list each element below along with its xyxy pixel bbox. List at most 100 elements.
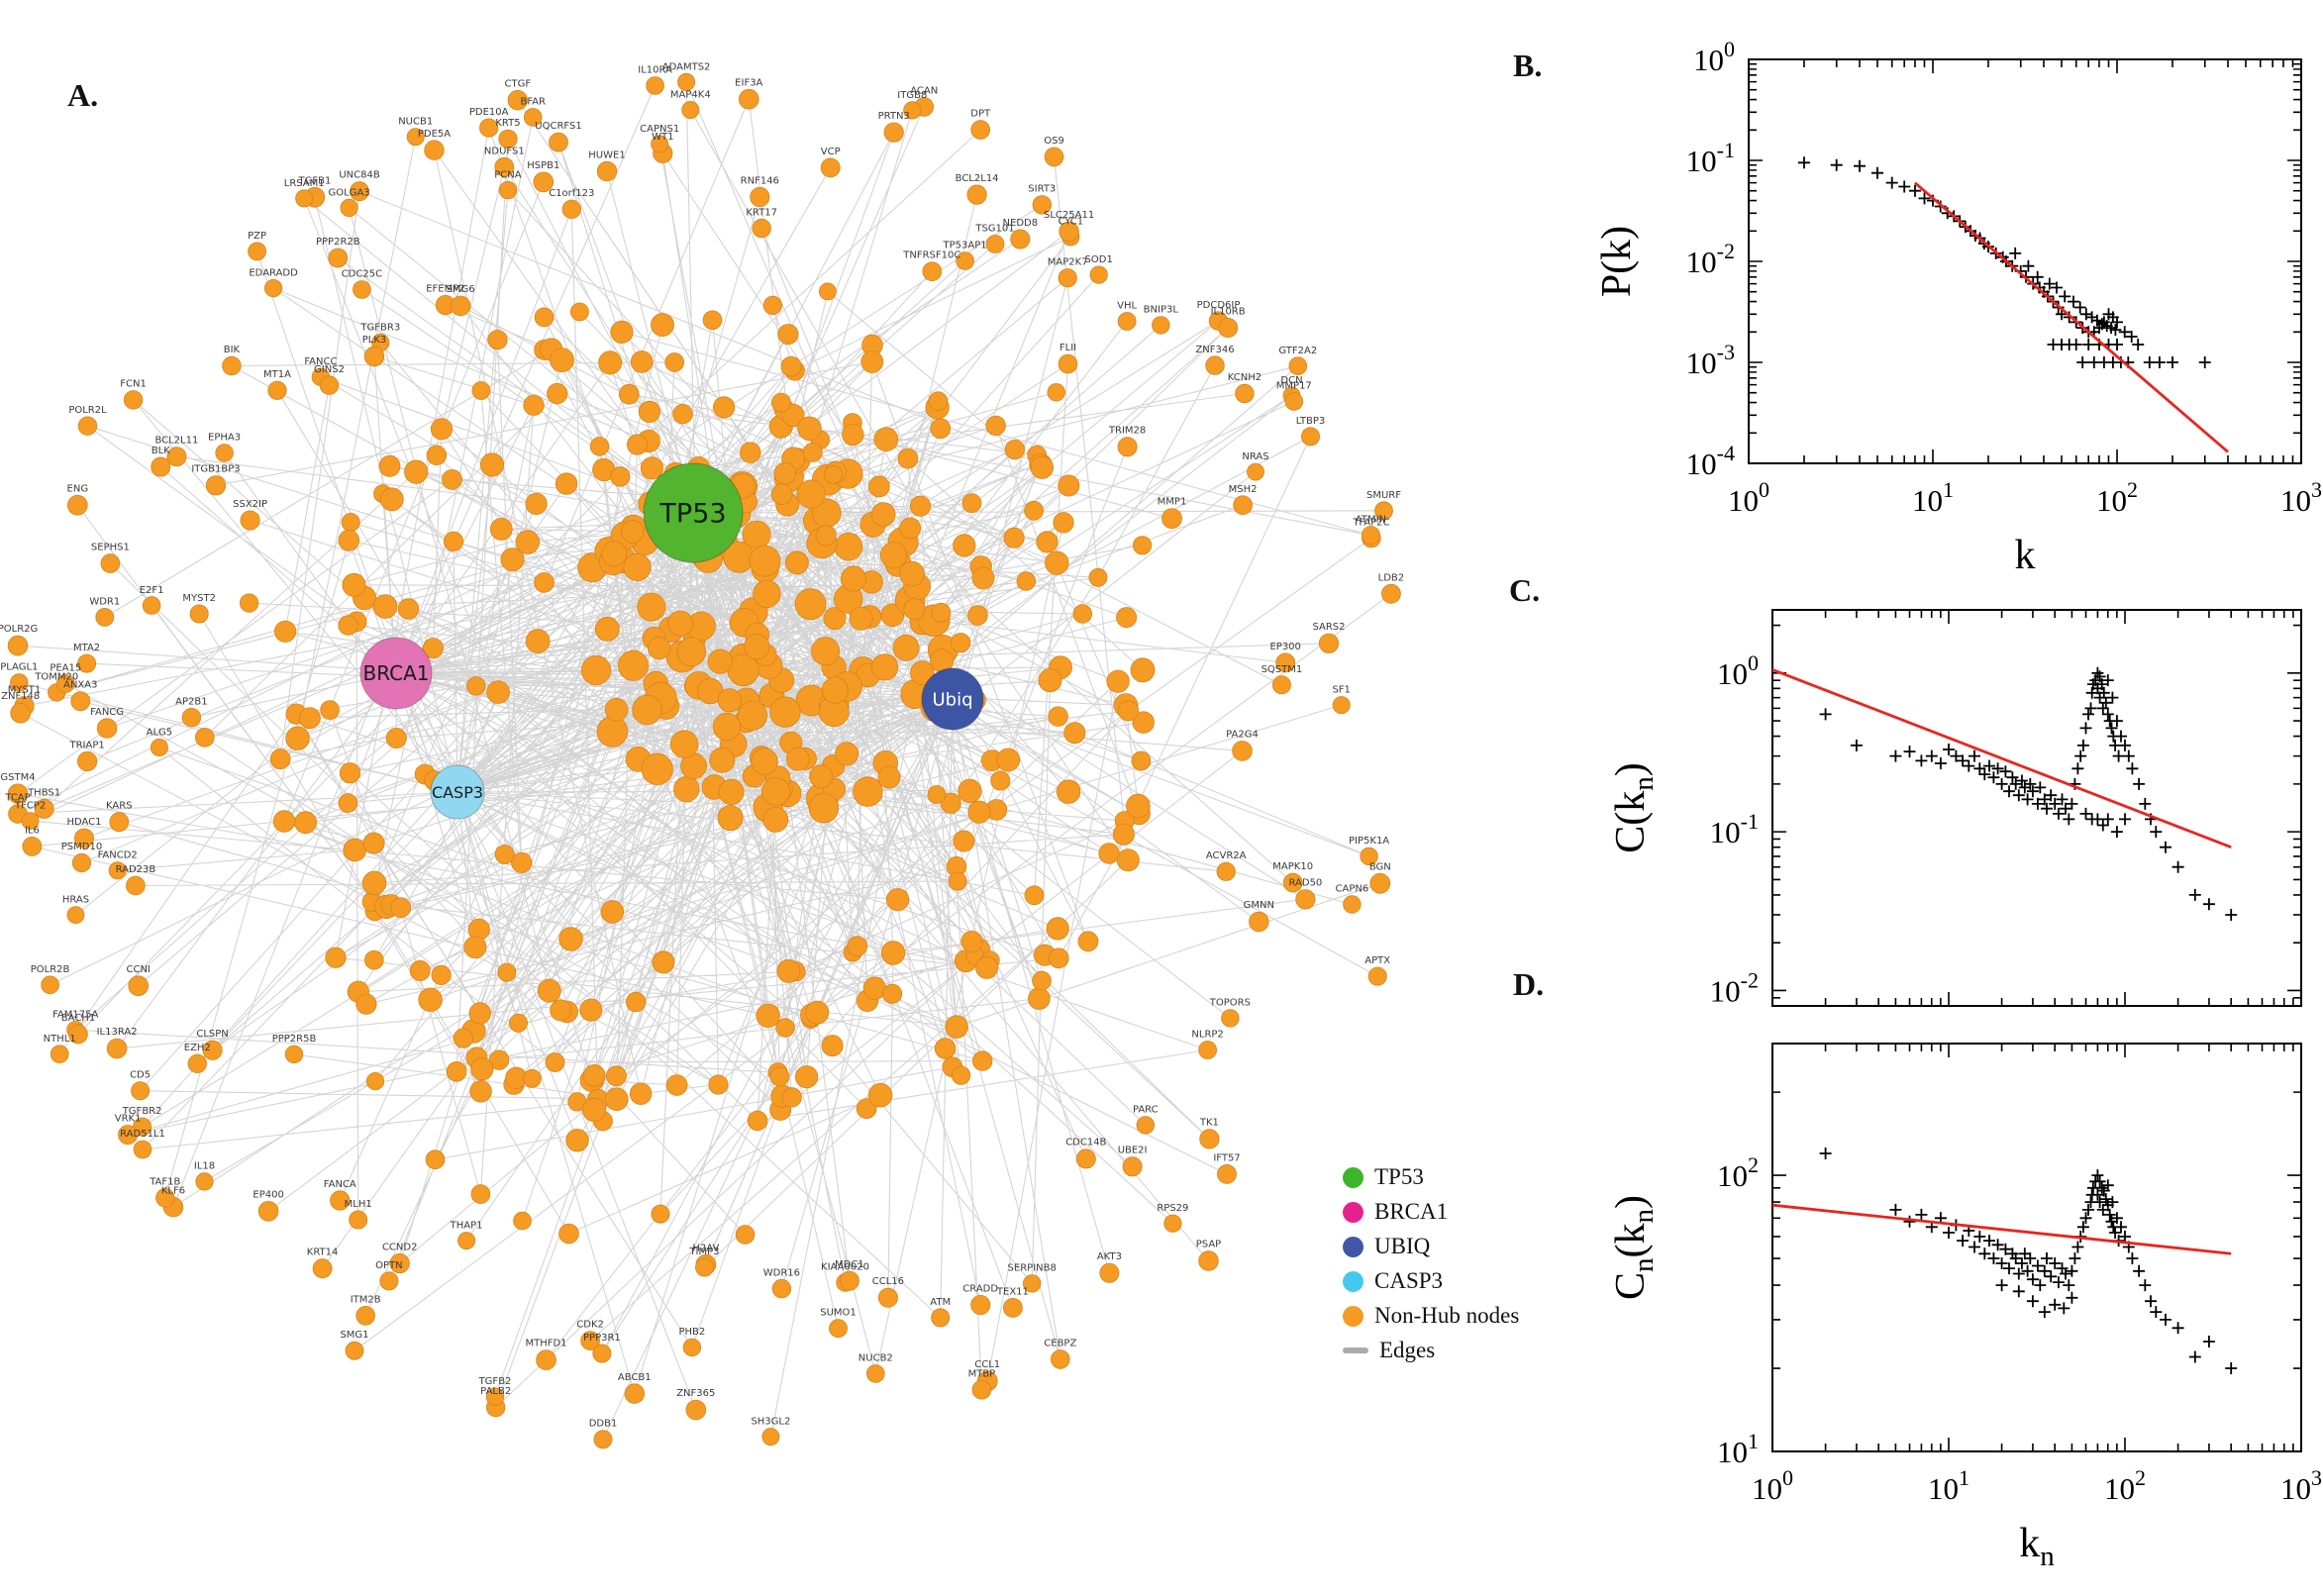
non-hub-node: [1216, 861, 1236, 881]
gene-label: ADAMTS2: [662, 61, 711, 72]
non-hub-node: [802, 442, 823, 462]
gene-label: UNC84B: [339, 170, 380, 181]
non-hub-node: [1318, 633, 1340, 653]
non-hub-node: [330, 1190, 351, 1211]
gene-label: TIMP3: [688, 1247, 719, 1257]
non-hub-node: [353, 280, 371, 299]
non-hub-node: [860, 350, 884, 373]
legend-label: UBIQ: [1374, 1234, 1431, 1258]
gene-label: ABCB1: [618, 1372, 652, 1383]
non-hub-node: [910, 660, 935, 685]
non-hub-node: [424, 140, 445, 160]
non-hub-node: [702, 310, 723, 331]
non-hub-node: [604, 697, 629, 722]
gene-label: KIAA0020: [821, 1262, 869, 1273]
non-hub-node: [55, 674, 75, 693]
gene-label: TNFRSF10C: [902, 250, 960, 261]
non-hub-node: [610, 466, 631, 487]
non-hub-node: [985, 415, 1006, 437]
non-hub-node: [669, 730, 699, 758]
hub-label: CASP3: [432, 783, 483, 802]
non-hub-node: [355, 993, 377, 1015]
gene-label: ATM: [930, 1297, 951, 1308]
gene-label: VHL: [1117, 301, 1137, 312]
non-hub-node: [1249, 911, 1269, 933]
gene-label: VCP: [821, 147, 841, 157]
non-hub-node: [325, 947, 347, 968]
non-hub-node: [685, 1399, 707, 1421]
non-hub-node: [525, 629, 551, 653]
non-hub-node: [681, 101, 700, 120]
gene-label: ZNF148: [1, 691, 40, 702]
non-hub-node: [1088, 567, 1108, 587]
non-hub-node: [133, 1140, 152, 1159]
non-hub-node: [1030, 455, 1055, 479]
node-swatch-icon: [1343, 1236, 1364, 1257]
non-hub-node: [525, 492, 548, 515]
non-hub-node: [284, 1045, 304, 1064]
non-hub-node: [834, 532, 863, 561]
non-hub-node: [773, 461, 797, 485]
gene-label: EFEMP2: [426, 283, 464, 294]
non-hub-node: [581, 1097, 607, 1123]
non-hub-node: [1048, 706, 1068, 727]
non-hub-node: [641, 752, 673, 786]
non-hub-node: [1198, 1250, 1219, 1271]
non-hub-node: [823, 607, 847, 631]
non-hub-node: [558, 1223, 579, 1245]
non-hub-node: [771, 392, 791, 413]
non-hub-node: [1374, 501, 1393, 521]
non-hub-node: [1056, 779, 1081, 804]
non-hub-node: [1218, 317, 1239, 338]
non-hub-node: [547, 382, 568, 405]
non-hub-node: [580, 654, 612, 686]
non-hub-node: [1038, 668, 1062, 693]
non-hub-node: [1162, 508, 1182, 529]
non-hub-node: [1016, 571, 1037, 591]
non-hub-node: [549, 132, 568, 152]
non-hub-node: [626, 434, 649, 455]
gene-label: TOMM20: [34, 672, 78, 683]
non-hub-node: [598, 350, 623, 375]
non-hub-node: [776, 958, 801, 983]
non-hub-node: [769, 696, 801, 728]
non-hub-node: [975, 955, 999, 979]
gene-label: MTA2: [73, 643, 100, 653]
non-hub-node: [126, 875, 146, 896]
non-hub-node: [1022, 1274, 1042, 1293]
non-hub-node: [712, 712, 742, 742]
gene-label: FANCA: [324, 1179, 356, 1190]
non-hub-node: [215, 444, 234, 462]
non-hub-node: [1367, 966, 1387, 986]
gene-label: PPP2R5B: [272, 1034, 317, 1045]
gene-label: LTBP3: [1296, 416, 1326, 427]
non-hub-node: [469, 1080, 492, 1103]
non-hub-node: [601, 541, 628, 567]
non-hub-node: [1058, 353, 1078, 374]
non-hub-node: [592, 1344, 612, 1363]
gene-label: NLRP2: [1191, 1029, 1223, 1040]
legend-item: CASP3: [1343, 1268, 1519, 1294]
non-hub-node: [771, 1278, 792, 1299]
non-hub-node: [899, 560, 925, 587]
non-hub-node: [945, 1015, 968, 1039]
non-hub-node: [426, 445, 448, 466]
non-hub-node: [1089, 265, 1108, 284]
non-hub-node: [1106, 669, 1130, 693]
gene-label: SMG1: [340, 1330, 368, 1341]
non-hub-node: [446, 1061, 467, 1082]
legend-label: Edges: [1379, 1338, 1436, 1362]
non-hub-node: [1032, 195, 1053, 215]
non-hub-node: [1047, 383, 1065, 402]
non-hub-node: [928, 391, 949, 412]
gene-label: CRADD: [962, 1283, 998, 1294]
non-hub-node: [263, 278, 283, 298]
non-hub-node: [624, 1383, 646, 1404]
gene-label: PIP5K1A: [1349, 836, 1389, 847]
non-hub-node: [479, 452, 505, 477]
gene-label: GTF2A2: [1278, 346, 1317, 356]
non-hub-node: [545, 1052, 565, 1072]
gene-label: THAP1: [450, 1221, 483, 1232]
gene-label: PSAP: [1196, 1240, 1221, 1250]
non-hub-node: [240, 593, 259, 613]
